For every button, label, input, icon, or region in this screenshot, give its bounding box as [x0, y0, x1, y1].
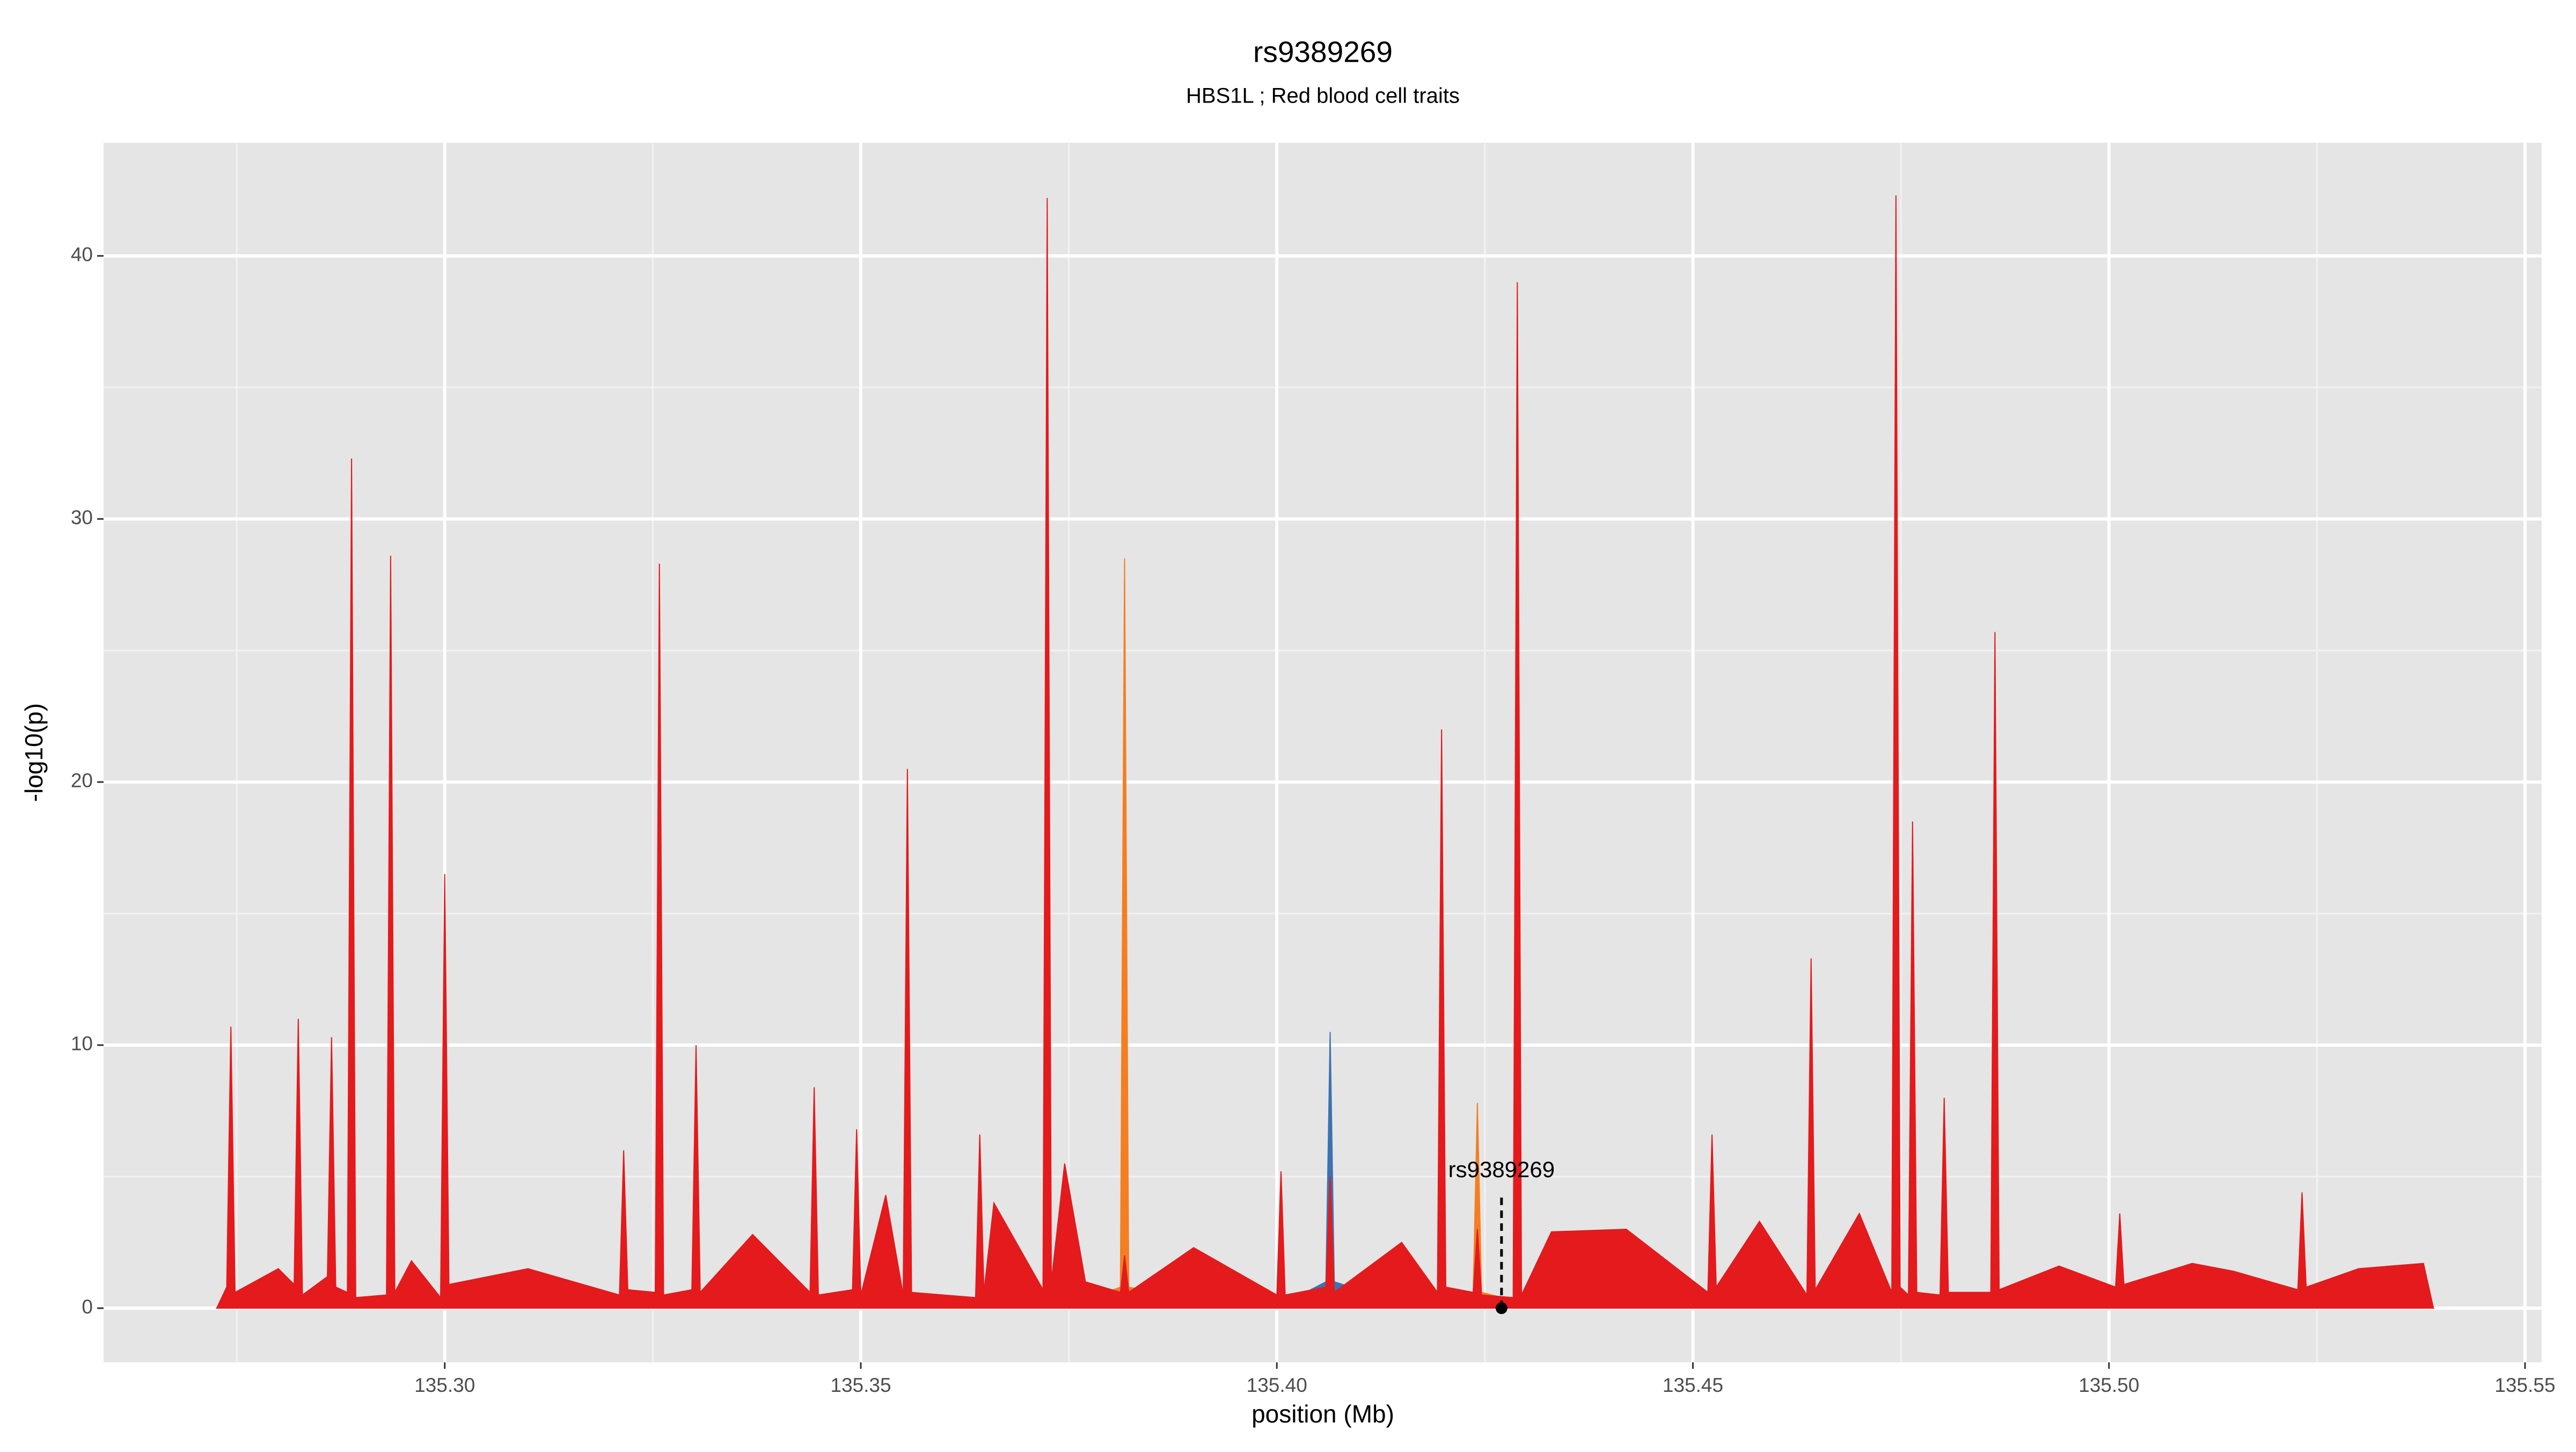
chart-title: rs9389269 [1253, 35, 1393, 69]
x-tick-label: 135.45 [1663, 1374, 1723, 1396]
y-axis-title: -log10(p) [20, 703, 48, 802]
x-tick-label: 135.40 [1247, 1374, 1307, 1396]
panel [104, 143, 2542, 1362]
y-tick-label: 20 [71, 770, 93, 792]
x-axis-title: position (Mb) [1252, 1400, 1394, 1428]
x-tick-label: 135.55 [2494, 1374, 2555, 1396]
x-tick-label: 135.35 [830, 1374, 891, 1396]
y-tick-label: 10 [71, 1033, 93, 1055]
area [216, 195, 2434, 1309]
x-tick-label: 135.50 [2079, 1374, 2139, 1396]
x-tick-label: 135.30 [414, 1374, 475, 1396]
y-tick-label: 40 [71, 244, 93, 266]
y-tick-label: 30 [71, 507, 93, 529]
annotation-point [1495, 1302, 1507, 1315]
y-tick-label: 0 [82, 1296, 93, 1318]
annotation-label: rs9389269 [1448, 1157, 1555, 1182]
chart-subtitle: HBS1L ; Red blood cell traits [1186, 84, 1460, 108]
